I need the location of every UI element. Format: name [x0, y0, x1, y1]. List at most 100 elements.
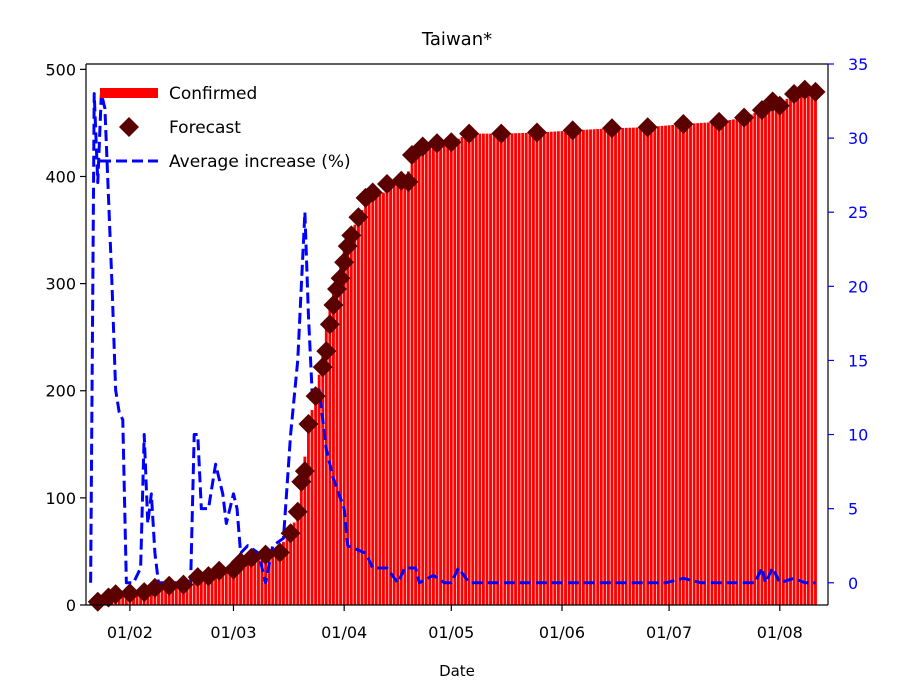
confirmed-bar — [449, 142, 453, 605]
confirmed-bar — [706, 122, 710, 606]
confirmed-bar — [792, 95, 796, 605]
forecast-marker — [330, 268, 351, 289]
confirmed-bar — [135, 593, 139, 605]
confirmed-bar — [524, 132, 528, 605]
confirmed-bar — [503, 133, 507, 605]
confirmed-bar — [596, 129, 600, 605]
confirmed-bar — [610, 128, 614, 605]
confirmed-bar — [178, 584, 182, 605]
confirmed-bar — [496, 133, 500, 605]
confirmed-bar — [353, 224, 357, 605]
confirmed-bar — [749, 114, 753, 605]
confirmed-bar — [192, 581, 196, 605]
x-tick-label: 01/02 — [107, 623, 153, 642]
confirmed-bar — [421, 148, 425, 605]
forecast-marker — [412, 136, 433, 157]
confirmed-bar — [756, 111, 760, 605]
confirmed-bar — [549, 131, 553, 605]
confirmed-bar — [681, 123, 685, 606]
y2-tick-label: 35 — [848, 55, 868, 74]
y-tick-label: 0 — [66, 596, 76, 615]
confirmed-bar — [710, 122, 714, 605]
confirmed-bar — [471, 133, 475, 605]
confirmed-bar — [442, 143, 446, 606]
confirmed-bars — [89, 91, 817, 606]
confirmed-bar — [446, 142, 450, 605]
confirmed-bar — [764, 108, 767, 605]
confirmed-bar — [207, 575, 210, 605]
x-axis-ticks: 01/02 01/03 01/04 01/05 01/06 01/07 01/08 — [107, 605, 803, 642]
confirmed-bar — [506, 133, 510, 606]
confirmed-bar — [739, 118, 742, 606]
confirmed-bar — [556, 131, 560, 605]
confirmed-bar — [228, 565, 232, 605]
confirmed-bar — [542, 132, 546, 605]
forecast-marker — [269, 542, 290, 563]
confirmed-bar — [139, 593, 143, 605]
confirmed-bar — [803, 93, 807, 606]
legend-label: Forecast — [169, 118, 241, 138]
confirmed-bar — [567, 130, 571, 605]
forecast-marker — [105, 584, 126, 605]
confirmed-bar — [196, 579, 200, 605]
confirmed-bar — [457, 138, 460, 605]
forecast-marker — [637, 117, 658, 138]
y2-tick-label: 20 — [848, 277, 868, 296]
confirmed-bar — [660, 125, 664, 606]
confirmed-bar — [571, 130, 575, 606]
forecast-marker — [209, 560, 230, 581]
y2-tick-label: 30 — [848, 129, 868, 148]
confirmed-bar — [403, 178, 407, 605]
confirmed-bar — [621, 127, 625, 606]
confirmed-bar — [299, 489, 303, 605]
confirmed-bar — [232, 562, 235, 605]
confirmed-bar — [428, 146, 432, 606]
confirmed-bar — [628, 127, 632, 606]
forecast-marker — [734, 107, 755, 128]
confirmed-bar — [474, 133, 478, 605]
confirmed-bar — [396, 180, 400, 605]
forecast-marker — [255, 544, 276, 565]
confirmed-bar — [796, 94, 800, 605]
confirmed-bar — [653, 126, 657, 605]
confirmed-bar — [289, 528, 293, 605]
confirmed-bar — [606, 128, 610, 605]
confirmed-bar — [489, 133, 492, 605]
confirmed-bar — [328, 301, 332, 605]
confirmed-bar — [599, 128, 603, 606]
average-increase-series — [89, 92, 816, 585]
confirmed-bar — [685, 123, 689, 605]
forecast-marker — [173, 574, 194, 595]
confirmed-bar — [699, 122, 703, 606]
confirmed-bar — [771, 106, 775, 606]
forecast-marker — [323, 295, 344, 316]
confirmed-bar — [224, 567, 228, 605]
confirmed-bar — [778, 102, 782, 605]
forecast-marker — [294, 461, 315, 482]
confirmed-bar — [246, 556, 250, 605]
confirmed-bar — [589, 129, 592, 605]
confirmed-bar — [253, 555, 257, 605]
confirmed-bar — [724, 120, 728, 605]
y-tick-label: 200 — [45, 382, 76, 401]
confirmed-bar — [332, 287, 335, 605]
confirmed-bar — [667, 125, 671, 605]
confirmed-bar — [417, 149, 421, 605]
forecast-marker — [316, 341, 337, 362]
y-tick-label: 300 — [45, 275, 76, 294]
confirmed-bar — [157, 587, 160, 605]
x-axis-label: Date — [439, 662, 475, 680]
confirmed-bar — [278, 544, 282, 605]
confirmed-bar — [324, 327, 328, 605]
confirmed-bar — [171, 585, 175, 605]
confirmed-bar — [410, 164, 414, 606]
forecast-marker — [334, 252, 355, 273]
confirmed-bar — [789, 97, 792, 605]
confirmed-bar — [735, 118, 739, 605]
confirmed-bar — [174, 584, 178, 605]
confirmed-bar — [492, 133, 496, 605]
confirmed-bar — [389, 185, 393, 605]
confirmed-bar — [664, 125, 667, 605]
confirmed-bar — [424, 147, 428, 605]
confirmed-bar — [435, 144, 439, 605]
